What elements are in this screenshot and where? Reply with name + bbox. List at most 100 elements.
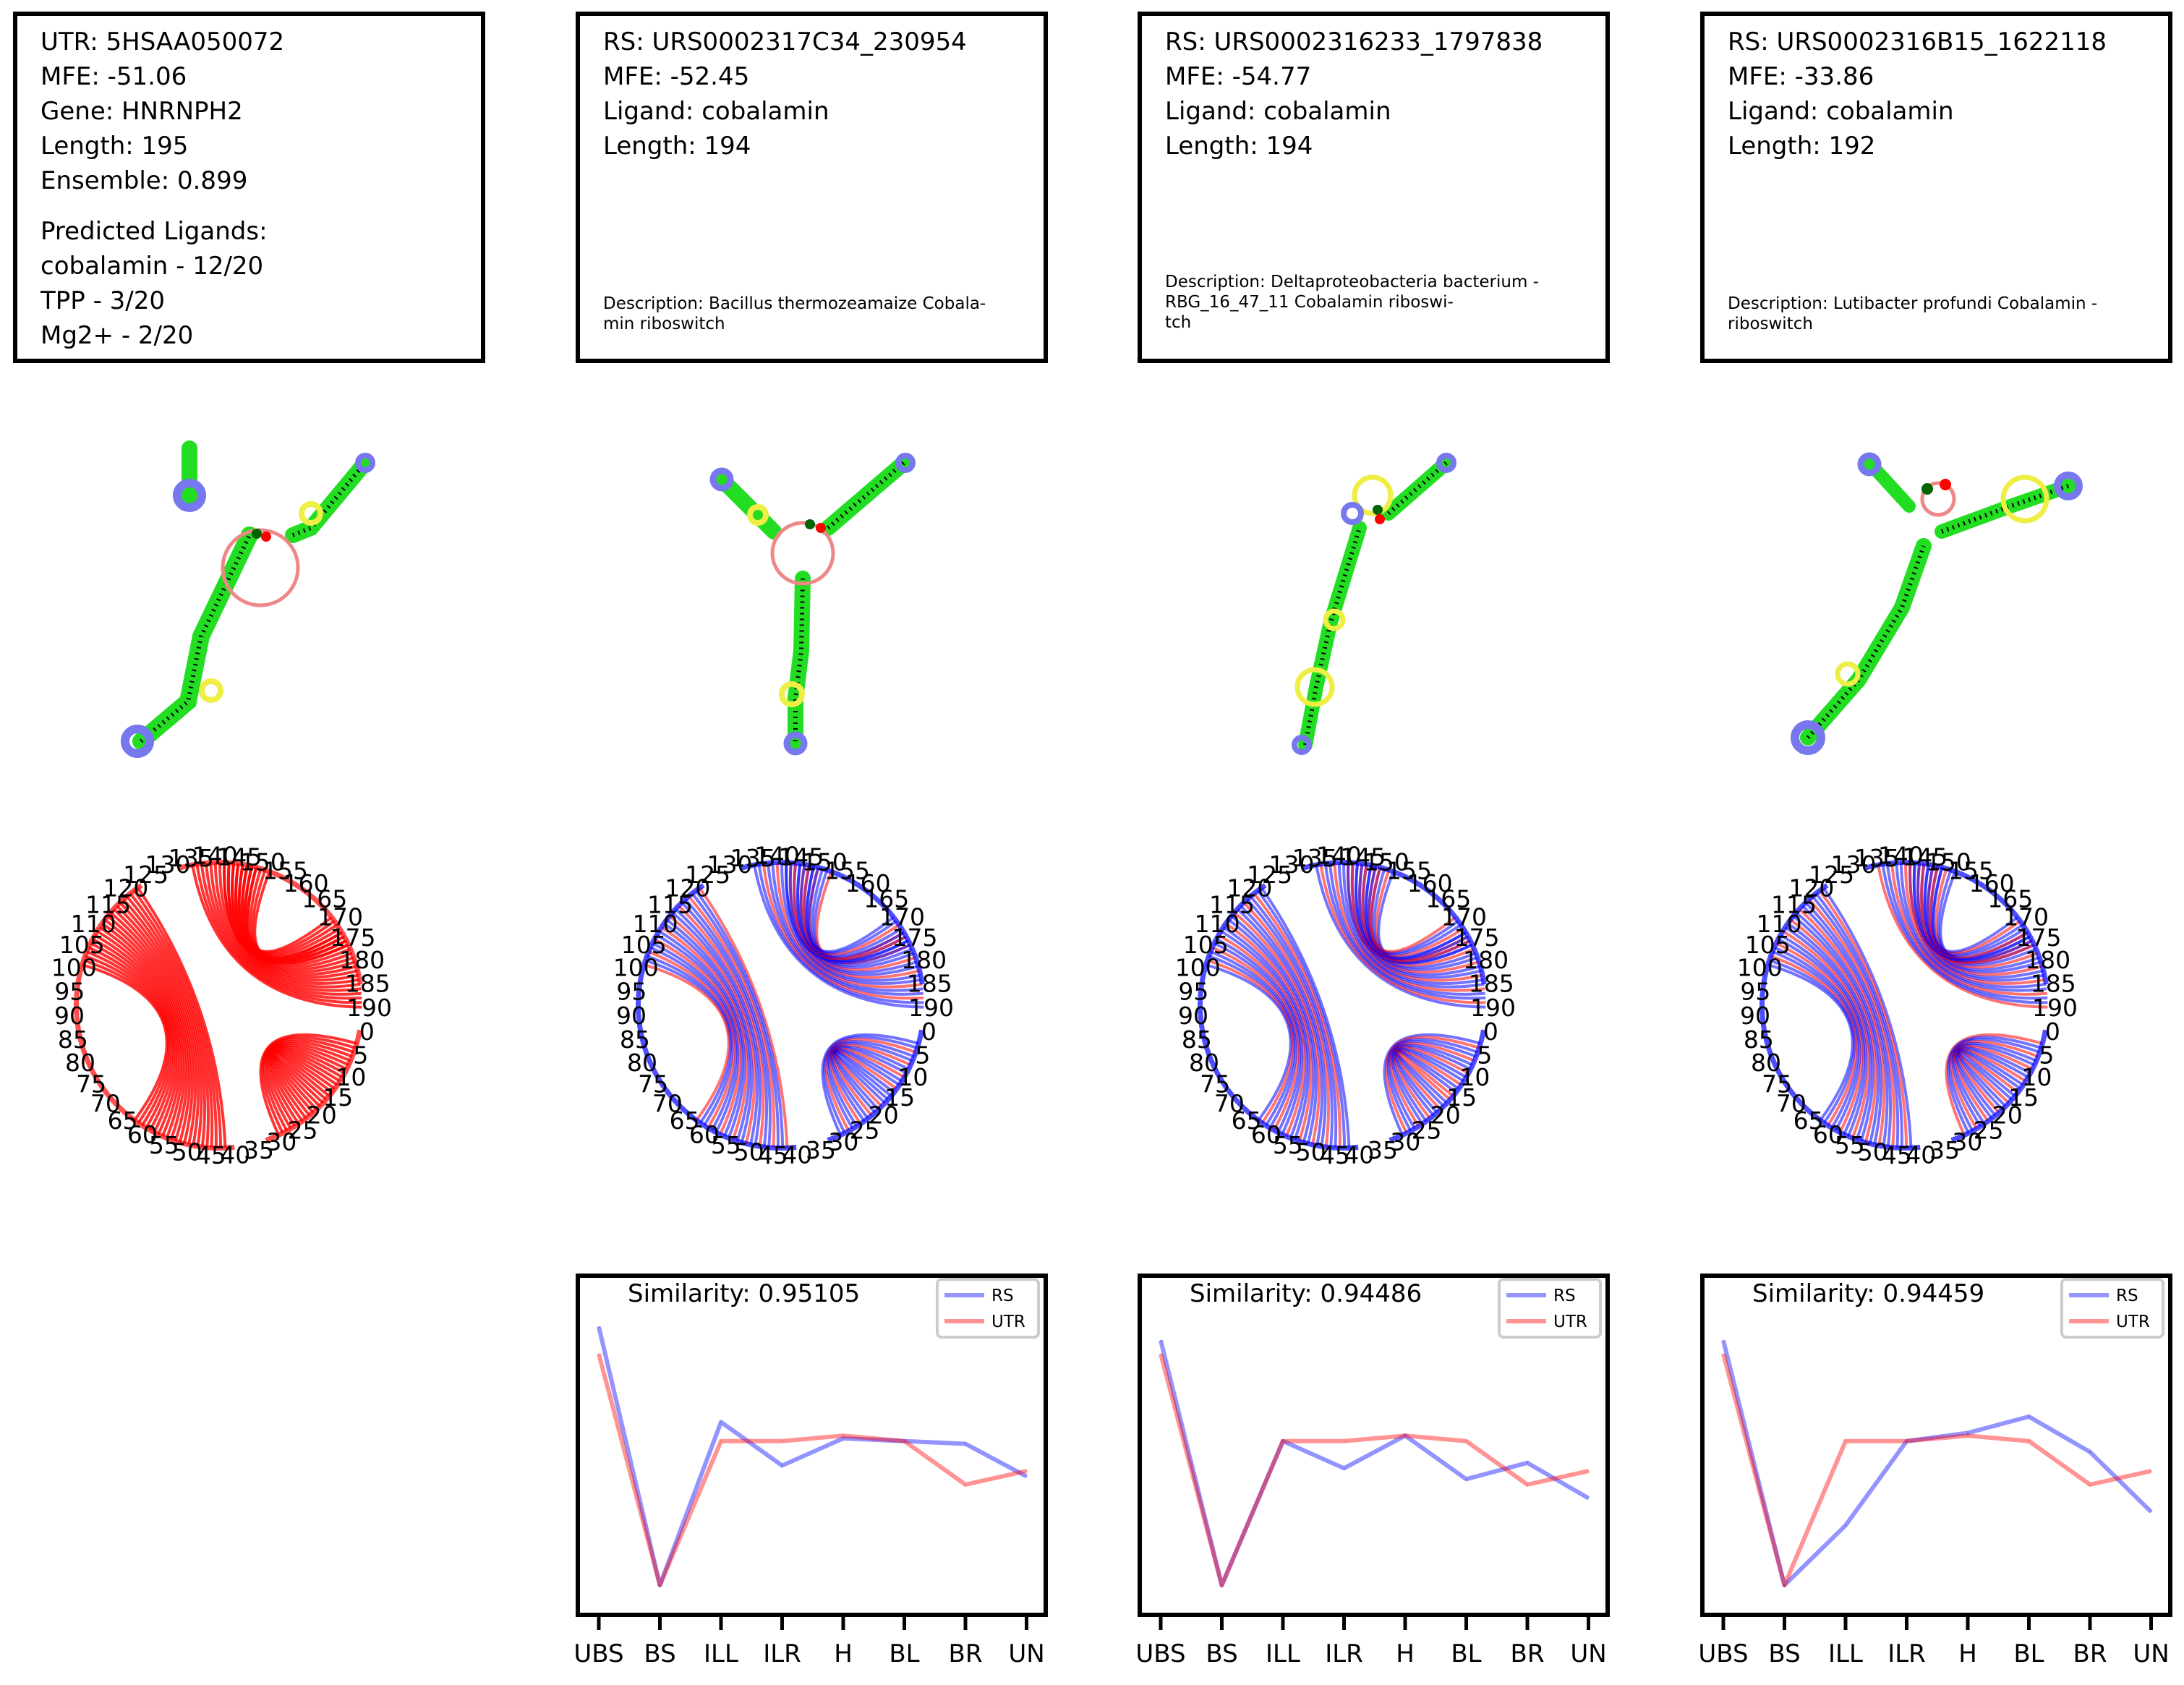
series-line-utr (1159, 1353, 1590, 1587)
predicted-ligand-3: Mg2+ - 2/20 (40, 321, 194, 350)
data-point (1221, 1584, 1223, 1586)
data-point (2150, 1511, 2152, 1513)
utr-info-panel: UTR: 5HSAA050072 MFE: -51.06 Gene: HNRNP… (13, 12, 485, 363)
predicted-ligand-2: TPP - 3/20 (40, 286, 166, 315)
x-tick-label: UBS (573, 1639, 623, 1668)
data-point (2089, 1483, 2091, 1485)
x-tick-label: ILR (763, 1639, 801, 1668)
data-point (1967, 1435, 1968, 1437)
series-line-rs (597, 1326, 1028, 1587)
rs-description: Description: Bacillus thermozeamaize Cob… (603, 294, 986, 333)
data-point (1343, 1440, 1345, 1442)
series-line-rs (1159, 1339, 1590, 1587)
similarity-title: Similarity: 0.95105 (628, 1279, 860, 1308)
rs-mfe: MFE: -33.86 (1728, 62, 1874, 91)
x-tick-label: H (1958, 1639, 1977, 1668)
data-point (720, 1440, 722, 1442)
x-tick-label: BR (2073, 1639, 2107, 1668)
data-point (1587, 1497, 1590, 1499)
data-point (2150, 1470, 2152, 1472)
data-point (1967, 1432, 1968, 1434)
data-point (781, 1440, 783, 1442)
data-point (2028, 1415, 2030, 1417)
rs-length: Length: 192 (1728, 132, 1876, 161)
legend-label: UTR (1553, 1313, 1587, 1331)
data-point (903, 1440, 905, 1442)
data-point (1723, 1353, 1724, 1355)
utr-mfe: MFE: -51.06 (40, 62, 187, 91)
x-tick-label: BL (1451, 1639, 1481, 1668)
data-point (1527, 1483, 1528, 1485)
data-point (965, 1443, 966, 1445)
data-point (1404, 1435, 1406, 1437)
data-point (1465, 1440, 1467, 1442)
x-tick-label: UN (1570, 1639, 1606, 1668)
x-tick-label: H (1396, 1639, 1415, 1668)
x-tick-label: UBS (1698, 1639, 1748, 1668)
legend-box (2060, 1278, 2164, 1339)
legend-label: RS (2116, 1287, 2138, 1305)
x-tick-label: BR (949, 1639, 983, 1668)
x-tick-label: UBS (1135, 1639, 1185, 1668)
x-tick-label: BL (889, 1639, 919, 1668)
similarity-title: Similarity: 0.94486 (1190, 1279, 1422, 1308)
rs-mfe: MFE: -52.45 (603, 62, 750, 91)
rs-info-panel-3: RS: URS0002316B15_1622118 MFE: -33.86 Li… (1700, 12, 2172, 363)
rs-ligand: Ligand: cobalamin (603, 97, 829, 126)
utr-length: Length: 195 (40, 132, 189, 161)
data-point (1160, 1353, 1161, 1355)
rs-ligand: Ligand: cobalamin (1165, 97, 1391, 126)
data-point (1723, 1339, 1724, 1341)
x-tick-label: BR (1511, 1639, 1545, 1668)
x-tick-label: ILR (1887, 1639, 1926, 1668)
x-tick-label: UN (1008, 1639, 1044, 1668)
data-point (781, 1464, 783, 1467)
series-line-rs (1721, 1339, 2153, 1587)
data-point (843, 1435, 844, 1437)
legend-label: RS (991, 1287, 1014, 1305)
x-tick-label: ILL (1828, 1639, 1863, 1668)
legend-label: RS (1553, 1287, 1576, 1305)
rs-ligand: Ligand: cobalamin (1728, 97, 1954, 126)
utr-ensemble: Ensemble: 0.899 (40, 166, 248, 195)
legend-label: UTR (2116, 1313, 2150, 1331)
series-line-utr (1721, 1353, 2152, 1587)
legend-label: UTR (991, 1313, 1025, 1331)
data-point (720, 1421, 722, 1423)
data-point (1783, 1584, 1786, 1586)
data-point (1845, 1440, 1846, 1442)
x-tick-label: BS (1768, 1639, 1800, 1668)
data-point (843, 1437, 844, 1439)
rs-id: RS: URS0002316B15_1622118 (1728, 27, 2107, 56)
data-point (659, 1584, 661, 1586)
rs-length: Length: 194 (1165, 132, 1313, 161)
data-point (1587, 1470, 1590, 1472)
data-point (1906, 1440, 1908, 1442)
data-point (1160, 1339, 1161, 1341)
data-point (1404, 1435, 1406, 1437)
plot-frame (576, 1274, 1048, 1617)
legend-box (1498, 1278, 1602, 1339)
data-point (2028, 1440, 2030, 1442)
similarity-title: Similarity: 0.94459 (1752, 1279, 1984, 1308)
data-point (1845, 1524, 1846, 1527)
rs-description: Description: Lutibacter profundi Cobalam… (1728, 294, 2098, 333)
rs-id: RS: URS0002316233_1797838 (1165, 27, 1543, 56)
rs-info-panel-2: RS: URS0002316233_1797838 MFE: -54.77 Li… (1138, 12, 1610, 363)
plot-frame (1700, 1274, 2172, 1617)
x-tick-label: ILL (1266, 1639, 1300, 1668)
predicted-ligands-title: Predicted Ligands: (40, 217, 268, 246)
data-point (1783, 1584, 1786, 1586)
series-line-utr (597, 1353, 1028, 1587)
data-point (1282, 1440, 1284, 1442)
x-tick-label: ILL (704, 1639, 738, 1668)
x-tick-label: H (834, 1639, 853, 1668)
rs-description: Description: Deltaproteobacteria bacteri… (1165, 273, 1539, 332)
data-point (1282, 1440, 1284, 1442)
data-point (659, 1584, 661, 1586)
data-point (1025, 1475, 1028, 1477)
legend-box (936, 1278, 1040, 1339)
data-point (1527, 1462, 1528, 1464)
